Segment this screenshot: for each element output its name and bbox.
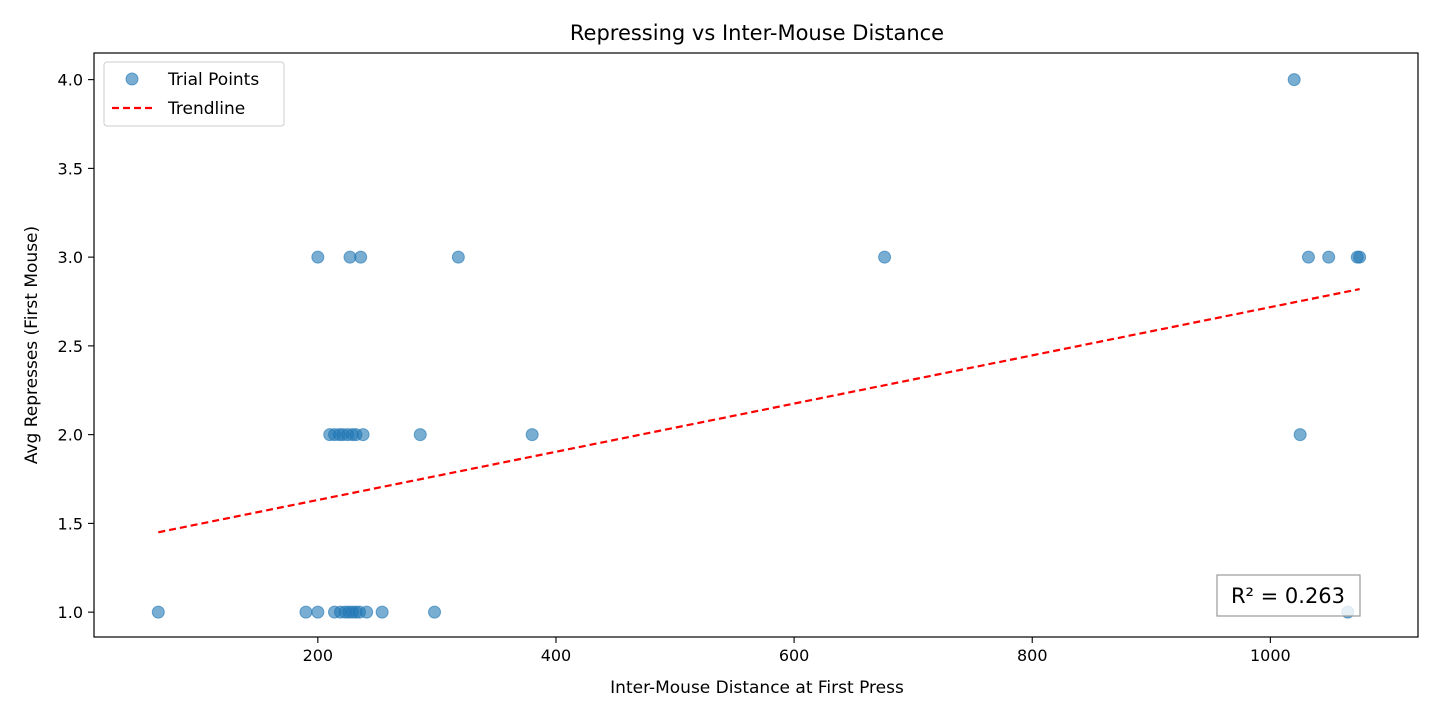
y-tick-label: 4.0 <box>58 71 83 90</box>
r-squared-label: R² = 0.263 <box>1231 584 1345 608</box>
y-tick-label: 3.0 <box>58 248 83 267</box>
plot-area <box>93 52 1419 638</box>
r-squared-box <box>1216 574 1361 617</box>
x-tick-label: 400 <box>541 646 572 665</box>
x-tick-label: 600 <box>779 646 810 665</box>
data-point <box>375 605 389 619</box>
legend-marker-scatter <box>125 72 139 86</box>
trendline <box>158 288 1360 534</box>
data-point <box>356 428 370 442</box>
axes: 200 400 600 800 1000 1.0 1.5 2.0 2.5 3.0 3.5 4.0 <box>58 71 1291 665</box>
y-tick-label: 1.5 <box>58 514 83 533</box>
data-point <box>299 605 313 619</box>
y-tick-label: 2.5 <box>58 337 83 356</box>
legend-label: Trial Points <box>167 70 259 90</box>
data-point <box>360 605 374 619</box>
x-tick-label: 200 <box>303 646 334 665</box>
data-point <box>878 250 892 264</box>
data-point <box>413 428 427 442</box>
chart-title: Repressing vs Inter-Mouse Distance <box>570 21 944 45</box>
x-tick-label: 800 <box>1017 646 1048 665</box>
data-point <box>354 250 368 264</box>
annotations: R² = 0.263 <box>1216 574 1361 617</box>
data-point <box>451 250 465 264</box>
plot-frame <box>93 52 1419 638</box>
y-tick-label: 2.0 <box>58 426 83 445</box>
data-point <box>311 605 325 619</box>
data-point <box>343 250 357 264</box>
data-point <box>525 428 539 442</box>
data-point <box>151 605 165 619</box>
data-point <box>1287 73 1301 87</box>
legend-label: Trendline <box>167 99 245 119</box>
data-point <box>311 250 325 264</box>
data-point <box>1301 250 1315 264</box>
data-point <box>428 605 442 619</box>
y-axis-label: Avg Represses (First Mouse) <box>22 226 42 464</box>
legend: Trial Points Trendline <box>103 61 285 127</box>
y-tick-label: 1.0 <box>58 603 83 622</box>
data-point <box>1353 250 1367 264</box>
x-axis-label: Inter-Mouse Distance at First Press <box>610 678 904 698</box>
y-tick-label: 3.5 <box>58 159 83 178</box>
data-point <box>1293 428 1307 442</box>
legend-box <box>103 61 285 127</box>
data-point <box>1322 250 1336 264</box>
x-tick-label: 1000 <box>1250 646 1291 665</box>
